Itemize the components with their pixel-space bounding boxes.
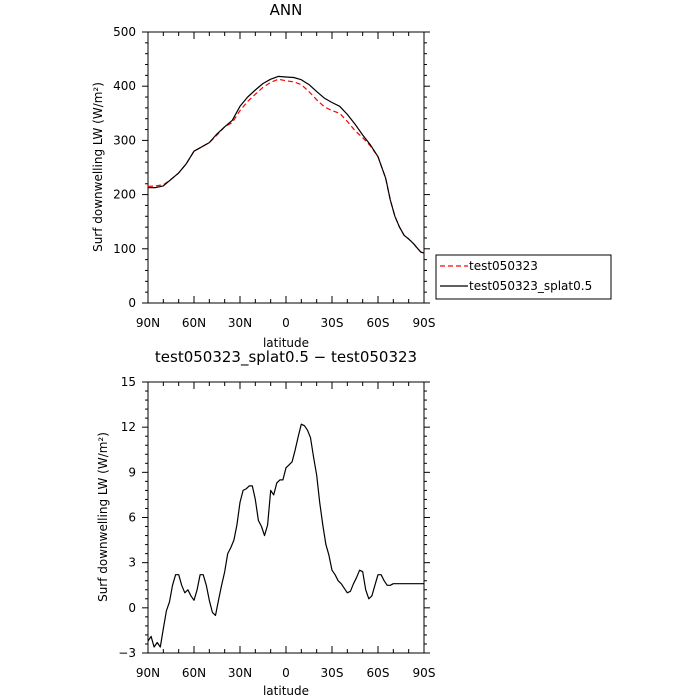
top-x-tick-label: 0 — [282, 316, 290, 330]
bottom-y-tick-label: 12 — [121, 420, 136, 434]
bottom-x-tick-label: 0 — [282, 666, 290, 680]
bottom-plot-frame — [147, 381, 425, 654]
top-y-tick-label: 0 — [128, 296, 136, 310]
bottom-y-tick-label: −3 — [118, 646, 136, 660]
top-x-tick-label: 90S — [413, 316, 436, 330]
top-panel: ANN latitude Surf downwelling LW (W/m²) … — [91, 1, 612, 350]
bottom-x-axis-label: latitude — [263, 684, 309, 698]
top-x-tick-label: 30N — [228, 316, 252, 330]
top-y-tick-label: 300 — [113, 133, 136, 147]
legend-entry-label: test050323 — [469, 259, 538, 273]
bottom-y-tick-label: 6 — [128, 511, 136, 525]
legend-entry-label: test050323_splat0.5 — [469, 279, 592, 293]
top-series-line-1 — [147, 78, 425, 254]
top-y-tick-label: 100 — [113, 242, 136, 256]
top-y-tick-label: 400 — [113, 79, 136, 93]
top-y-tick-label: 500 — [113, 25, 136, 39]
bottom-x-tick-label: 60S — [367, 666, 390, 680]
top-y-axis-label: Surf downwelling LW (W/m²) — [91, 82, 105, 252]
bottom-chart-title: test050323_splat0.5 − test050323 — [155, 348, 417, 367]
bottom-x-tick-label: 60N — [182, 666, 206, 680]
top-x-tick-label: 90N — [136, 316, 160, 330]
bottom-x-tick-label: 30S — [321, 666, 344, 680]
bottom-series-line-1 — [147, 423, 424, 648]
top-x-tick-label: 60N — [182, 316, 206, 330]
top-series-line-2 — [148, 75, 425, 254]
top-plot-frame — [147, 31, 425, 304]
bottom-y-tick-label: 9 — [128, 465, 136, 479]
top-x-tick-label: 30S — [321, 316, 344, 330]
bottom-y-axis-label: Surf downwelling LW (W/m²) — [96, 432, 110, 602]
bottom-x-tick-label: 90S — [413, 666, 436, 680]
bottom-y-tick-label: 15 — [121, 375, 136, 389]
bottom-x-tick-label: 30N — [228, 666, 252, 680]
bottom-x-tick-label: 90N — [136, 666, 160, 680]
top-x-axis-label: latitude — [263, 336, 309, 350]
top-chart-title: ANN — [270, 1, 303, 19]
top-x-tick-label: 60S — [367, 316, 390, 330]
bottom-panel: test050323_splat0.5 − test050323 latitud… — [96, 348, 435, 698]
top-y-tick-label: 200 — [113, 188, 136, 202]
bottom-y-tick-label: 0 — [128, 601, 136, 615]
legend-box — [435, 254, 612, 300]
bottom-y-tick-label: 3 — [128, 556, 136, 570]
